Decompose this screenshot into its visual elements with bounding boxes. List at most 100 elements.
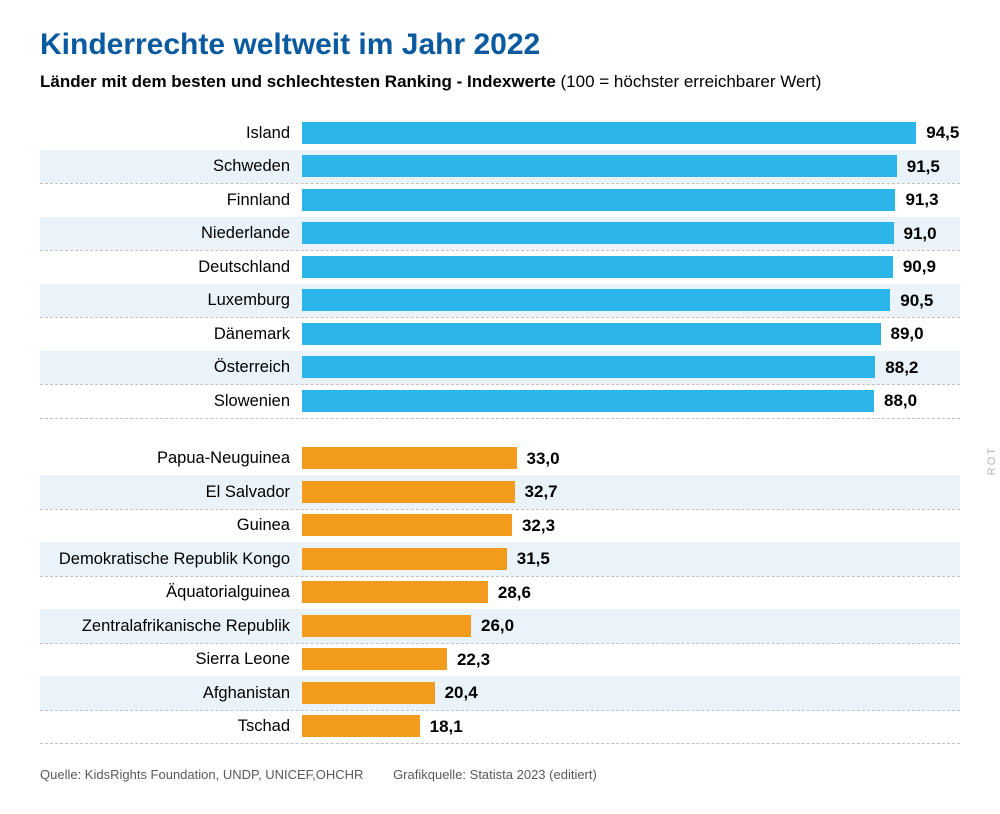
country-label: Österreich xyxy=(40,359,302,376)
country-label: Äquatorialguinea xyxy=(40,584,302,601)
subtitle-note: (100 = höchster erreichbarer Wert) xyxy=(556,72,822,91)
bar-area: 88,2 xyxy=(302,351,960,385)
country-label: Demokratische Republik Kongo xyxy=(40,551,302,568)
bar-area: 22,3 xyxy=(302,643,960,677)
bar-area: 94,5 xyxy=(302,116,960,150)
bar-row: Finnland 91,3 xyxy=(40,183,960,217)
bar-row: Island 94,5 xyxy=(40,116,960,150)
bar xyxy=(302,256,893,278)
bar-value: 32,7 xyxy=(525,483,558,500)
bar-area: 31,5 xyxy=(302,542,960,576)
bar-value: 18,1 xyxy=(430,718,463,735)
bar-value: 32,3 xyxy=(522,517,555,534)
bar-value: 88,0 xyxy=(884,392,917,409)
bar-area: 32,7 xyxy=(302,475,960,509)
bar xyxy=(302,356,875,378)
bar-value: 91,5 xyxy=(907,158,940,175)
bar-area: 26,0 xyxy=(302,609,960,643)
country-label: Niederlande xyxy=(40,225,302,242)
bar xyxy=(302,615,471,637)
bar-value: 22,3 xyxy=(457,651,490,668)
bar xyxy=(302,390,874,412)
bar xyxy=(302,155,897,177)
bar-row: Sierra Leone 22,3 xyxy=(40,643,960,677)
bar-value: 90,9 xyxy=(903,258,936,275)
bar xyxy=(302,447,517,469)
bar-area: 33,0 xyxy=(302,442,960,476)
bar-row: Guinea 32,3 xyxy=(40,509,960,543)
country-label: Luxemburg xyxy=(40,292,302,309)
country-label: Afghanistan xyxy=(40,685,302,702)
bar xyxy=(302,481,515,503)
bar-area: 91,3 xyxy=(302,183,960,217)
bar-value: 91,3 xyxy=(905,191,938,208)
bar xyxy=(302,189,895,211)
bar-row: Schweden 91,5 xyxy=(40,150,960,184)
country-label: Sierra Leone xyxy=(40,651,302,668)
chart-subtitle: Länder mit dem besten und schlechtesten … xyxy=(40,72,960,92)
bar xyxy=(302,514,512,536)
bar-value: 31,5 xyxy=(517,550,550,567)
bar-row: Demokratische Republik Kongo 31,5 xyxy=(40,542,960,576)
bar xyxy=(302,548,507,570)
top-countries-group: Island 94,5 Schweden 91,5 Finnland 91,3 Nieder… xyxy=(40,116,960,418)
country-label: El Salvador xyxy=(40,484,302,501)
bar-area: 20,4 xyxy=(302,676,960,710)
data-source: Quelle: KidsRights Foundation, UNDP, UNI… xyxy=(40,767,363,782)
bar-area: 18,1 xyxy=(302,710,960,744)
bar xyxy=(302,289,890,311)
bar-area: 90,9 xyxy=(302,250,960,284)
bar-area: 91,5 xyxy=(302,150,960,184)
bar-row: El Salvador 32,7 xyxy=(40,475,960,509)
bar-row: Deutschland 90,9 xyxy=(40,250,960,284)
side-watermark: ROT xyxy=(986,446,998,475)
bar-area: 89,0 xyxy=(302,317,960,351)
subtitle-bold: Länder mit dem besten und schlechtesten … xyxy=(40,72,556,91)
country-label: Zentralafrikanische Republik xyxy=(40,618,302,635)
bar-value: 94,5 xyxy=(926,124,959,141)
bar xyxy=(302,682,435,704)
bar xyxy=(302,648,447,670)
bar-row: Slowenien 88,0 xyxy=(40,384,960,418)
bar-row: Luxemburg 90,5 xyxy=(40,284,960,318)
bar-value: 33,0 xyxy=(527,450,560,467)
bar-row: Dänemark 89,0 xyxy=(40,317,960,351)
bar-value: 28,6 xyxy=(498,584,531,601)
chart-title: Kinderrechte weltweit im Jahr 2022 xyxy=(40,28,960,62)
country-label: Slowenien xyxy=(40,393,302,410)
bottom-countries-group: Papua-Neuguinea 33,0 El Salvador 32,7 Guinea… xyxy=(40,442,960,744)
bar xyxy=(302,323,881,345)
bar-area: 90,5 xyxy=(302,284,960,318)
bar-row: Afghanistan 20,4 xyxy=(40,676,960,710)
bar-row: Äquatorialguinea 28,6 xyxy=(40,576,960,610)
country-label: Schweden xyxy=(40,158,302,175)
bar-value: 26,0 xyxy=(481,617,514,634)
bar-row: Österreich 88,2 xyxy=(40,351,960,385)
bar xyxy=(302,222,894,244)
bar-row: Niederlande 91,0 xyxy=(40,217,960,251)
country-label: Tschad xyxy=(40,718,302,735)
bar-value: 91,0 xyxy=(904,225,937,242)
bar-row: Tschad 18,1 xyxy=(40,710,960,744)
country-label: Deutschland xyxy=(40,259,302,276)
bar-row: Zentralafrikanische Republik 26,0 xyxy=(40,609,960,643)
bar-area: 91,0 xyxy=(302,217,960,251)
graphic-source: Grafikquelle: Statista 2023 (editiert) xyxy=(393,767,597,782)
bar-value: 88,2 xyxy=(885,359,918,376)
bar xyxy=(302,715,420,737)
chart-footer: Quelle: KidsRights Foundation, UNDP, UNI… xyxy=(40,767,960,782)
bar-value: 90,5 xyxy=(900,292,933,309)
bar xyxy=(302,581,488,603)
bar-row: Papua-Neuguinea 33,0 xyxy=(40,442,960,476)
country-label: Guinea xyxy=(40,517,302,534)
country-label: Finnland xyxy=(40,192,302,209)
bar-area: 28,6 xyxy=(302,576,960,610)
bar xyxy=(302,122,916,144)
bar-area: 88,0 xyxy=(302,384,960,418)
bar-value: 89,0 xyxy=(891,325,924,342)
bar-value: 20,4 xyxy=(445,684,478,701)
country-label: Island xyxy=(40,125,302,142)
country-label: Dänemark xyxy=(40,326,302,343)
bar-area: 32,3 xyxy=(302,509,960,543)
country-label: Papua-Neuguinea xyxy=(40,450,302,467)
